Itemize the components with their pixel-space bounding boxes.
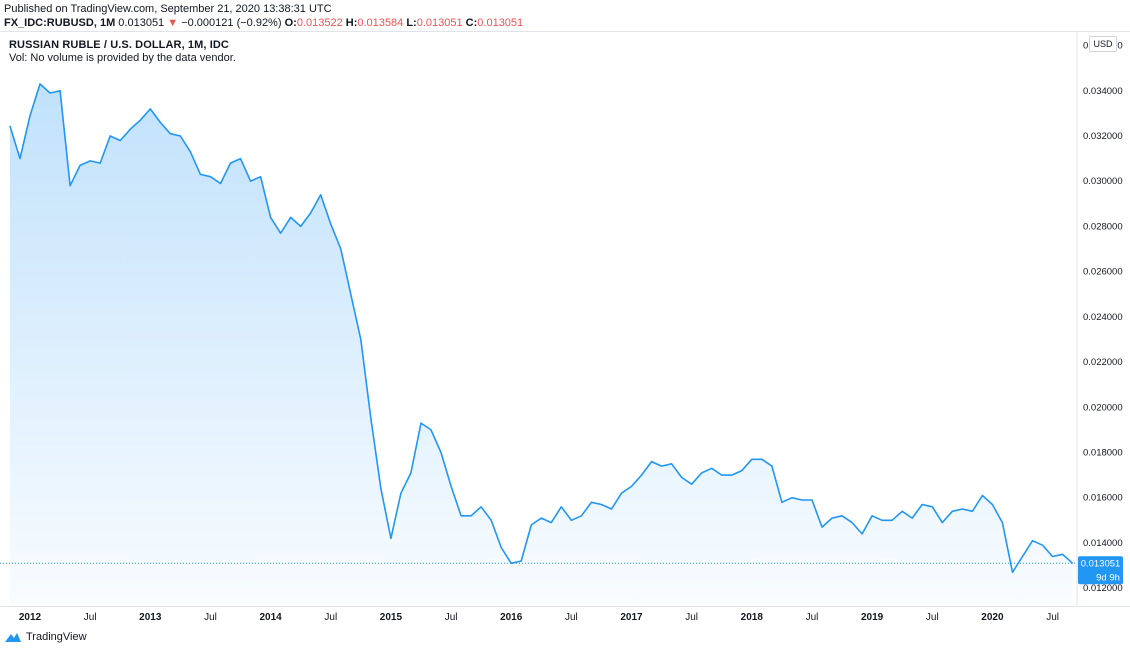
price-area-fill <box>9 84 1073 604</box>
close-value: 0.013051 <box>477 17 524 29</box>
x-tick-label: Jul <box>806 612 819 623</box>
close-label: C: <box>465 17 478 29</box>
last-price-tag <box>1078 556 1123 585</box>
y-tick-label: 0.024000 <box>1083 312 1123 323</box>
y-tick-label: 0.022000 <box>1083 357 1123 368</box>
open-value: 0.013522 <box>296 17 343 29</box>
x-tick-label: Jul <box>926 612 939 623</box>
x-tick-label: Jul <box>565 612 578 623</box>
low-value: 0.013051 <box>416 17 463 29</box>
chart-title: RUSSIAN RUBLE / U.S. DOLLAR, 1M, IDC <box>9 39 229 51</box>
down-arrow-icon: ▼ <box>167 17 179 29</box>
open-label: O: <box>284 17 297 29</box>
x-tick-label: Jul <box>84 612 97 623</box>
x-tick-label: 2013 <box>139 612 162 623</box>
x-tick-label: 2018 <box>741 612 764 623</box>
y-tick-label: 0.028000 <box>1083 221 1123 232</box>
high-label: H: <box>345 17 358 29</box>
chart-frame <box>0 31 1130 607</box>
last-price-tag-value: 0.013051 <box>1081 558 1121 569</box>
symbol-label[interactable]: FX_IDC:RUBUSD, 1M <box>4 17 116 29</box>
x-tick-label: Jul <box>1046 612 1059 623</box>
price-line <box>9 83 1074 574</box>
tradingview-icon <box>5 633 21 642</box>
brand-name: TradingView <box>26 631 87 643</box>
countdown-label: 9d 9h <box>1096 572 1120 583</box>
x-tick-label: 2016 <box>500 612 523 623</box>
tradingview-logo[interactable]: TradingView <box>4 631 87 643</box>
y-tick-label: 0.034000 <box>1083 86 1123 97</box>
x-tick-label: Jul <box>204 612 217 623</box>
x-tick-label: Jul <box>324 612 337 623</box>
symbol-line: FX_IDC:RUBUSD, 1M 0.013051 ▼ −0.000121 (… <box>4 17 523 29</box>
x-tick-label: 2019 <box>861 612 884 623</box>
y-tick-label: 0.020000 <box>1083 402 1123 413</box>
high-value: 0.013584 <box>357 17 404 29</box>
x-tick-label: 2017 <box>620 612 643 623</box>
x-tick-label: Jul <box>685 612 698 623</box>
x-tick-label: Jul <box>445 612 458 623</box>
x-tick-label: 2014 <box>259 612 282 623</box>
y-tick-label: 0.014000 <box>1083 538 1123 549</box>
x-tick-label: 2012 <box>19 612 42 623</box>
low-label: L: <box>406 17 417 29</box>
y-tick-label: 0.016000 <box>1083 493 1123 504</box>
y-tick-label: 0.018000 <box>1083 448 1123 459</box>
x-tick-label: 2015 <box>380 612 403 623</box>
last-price: 0.013051 <box>118 17 165 29</box>
y-tick-label: 0.026000 <box>1083 267 1123 278</box>
volume-note: Vol: No volume is provided by the data v… <box>9 52 236 64</box>
y-tick-label: 0.032000 <box>1083 131 1123 142</box>
price-change: −0.000121 (−0.92%) <box>181 17 282 29</box>
x-tick-label: 2020 <box>981 612 1004 623</box>
currency-button[interactable]: USD <box>1089 36 1117 52</box>
y-tick-label: 0.030000 <box>1083 176 1123 187</box>
published-line: Published on TradingView.com, September … <box>4 3 332 15</box>
y-tick-label: 0.012000 <box>1083 583 1123 594</box>
